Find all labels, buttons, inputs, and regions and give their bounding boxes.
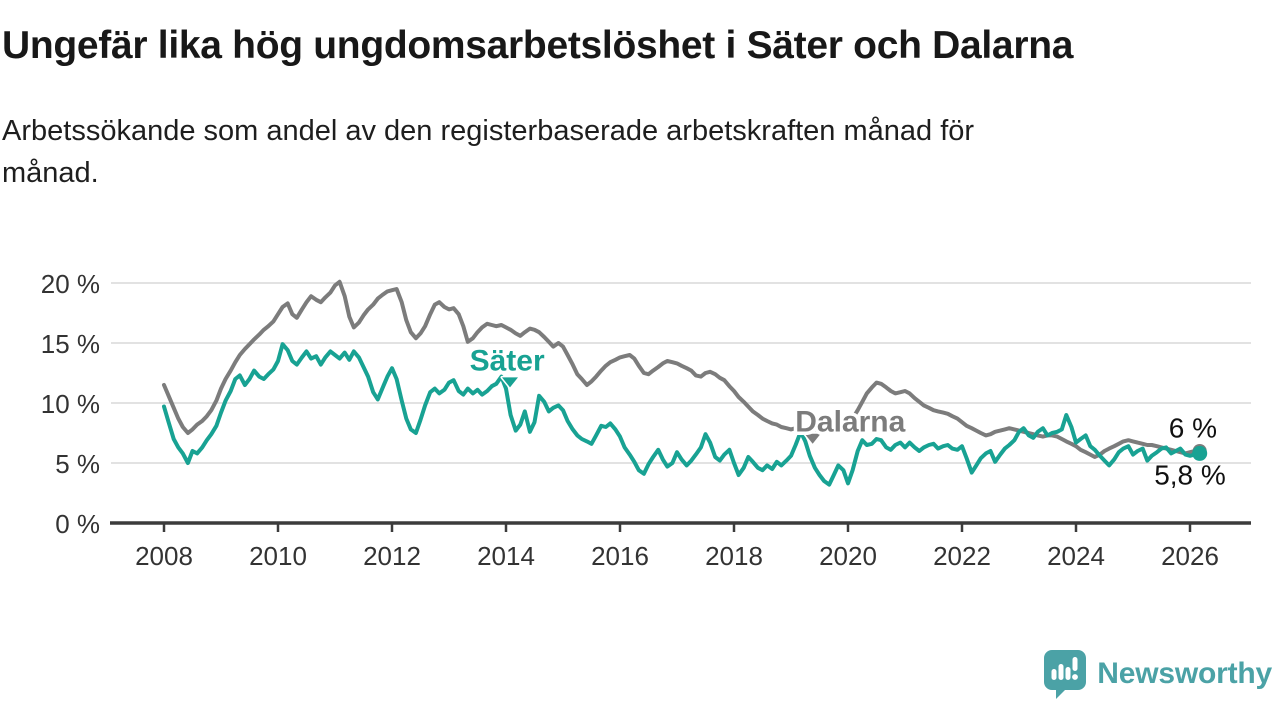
x-tick-label: 2010 [249,541,307,571]
dalarna-label-caret [803,432,823,446]
y-tick-label: 0 % [55,509,100,539]
subtitle-line-2: månad. [2,157,99,190]
x-tick-label: 2026 [1161,541,1219,571]
unemployment-line-chart: 0 % 5 % 10 % 15 % 20 % 2008 2010 2012 2014 2016 20… [41,269,1251,571]
newsworthy-logo: Newsworthy [1042,648,1272,700]
x-tick-label: 2022 [933,541,991,571]
saeter-end-dot [1192,445,1208,461]
x-tick-label: 2020 [819,541,877,571]
x-tick-label: 2014 [477,541,535,571]
saeter-line [162,342,1202,487]
x-tick-label: 2024 [1047,541,1105,571]
end-value-label: 6 % [1169,413,1217,444]
x-tick-label: 2018 [705,541,763,571]
y-tick-label: 5 % [55,449,100,479]
subtitle-line-1: Arbetssökande som andel av den registerb… [2,115,975,147]
x-tick-label: 2016 [591,541,649,571]
chart-subtitle: Arbetssökande som andel av den registerb… [2,110,1222,194]
dalarna-series-label: Dalarna [795,406,905,439]
newsworthy-wordmark: Newsworthy [1097,657,1272,690]
end-value-label: 5,8 % [1154,460,1226,491]
x-tick-label: 2012 [363,541,421,571]
saeter-series-label: Säter [470,345,545,378]
chart-title: Ungefär lika hög ungdomsarbetslöshet i S… [2,24,1074,67]
y-tick-label: 20 % [41,269,100,299]
x-tick-label: 2008 [135,541,193,571]
y-tick-label: 15 % [41,329,100,359]
newsworthy-logo-icon [1044,650,1087,699]
saeter-label-caret [500,375,520,389]
y-tick-label: 10 % [41,389,100,419]
